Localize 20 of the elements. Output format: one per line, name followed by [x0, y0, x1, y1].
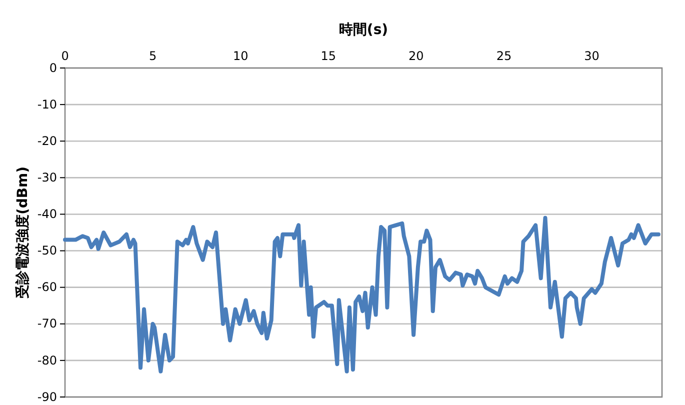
y-tick-label: -70 [37, 316, 57, 331]
y-tick-label: -80 [37, 353, 57, 368]
y-tick-label: -30 [37, 170, 57, 185]
x-tick-label: 5 [148, 49, 157, 63]
y-tick-label: 0 [49, 60, 57, 75]
y-tick-label: -10 [37, 97, 57, 112]
x-tick-label: 20 [408, 49, 424, 63]
x-tick-label: 0 [61, 49, 69, 63]
y-tick-label: -50 [37, 244, 57, 258]
x-tick-label: 10 [232, 49, 248, 63]
y-tick-label: -20 [37, 134, 57, 148]
x-tick-label: 25 [496, 49, 512, 63]
x-tick-label: 15 [320, 49, 336, 63]
x-tick-label: 30 [584, 49, 600, 63]
y-axis-title: 受診電波強度(dBm) [14, 166, 31, 300]
y-tick-label: -60 [37, 280, 57, 294]
y-tick-label: -40 [37, 207, 57, 222]
y-tick-label: -90 [37, 390, 57, 404]
x-axis-title: 時間(s) [338, 22, 388, 38]
line-series [63, 216, 660, 374]
